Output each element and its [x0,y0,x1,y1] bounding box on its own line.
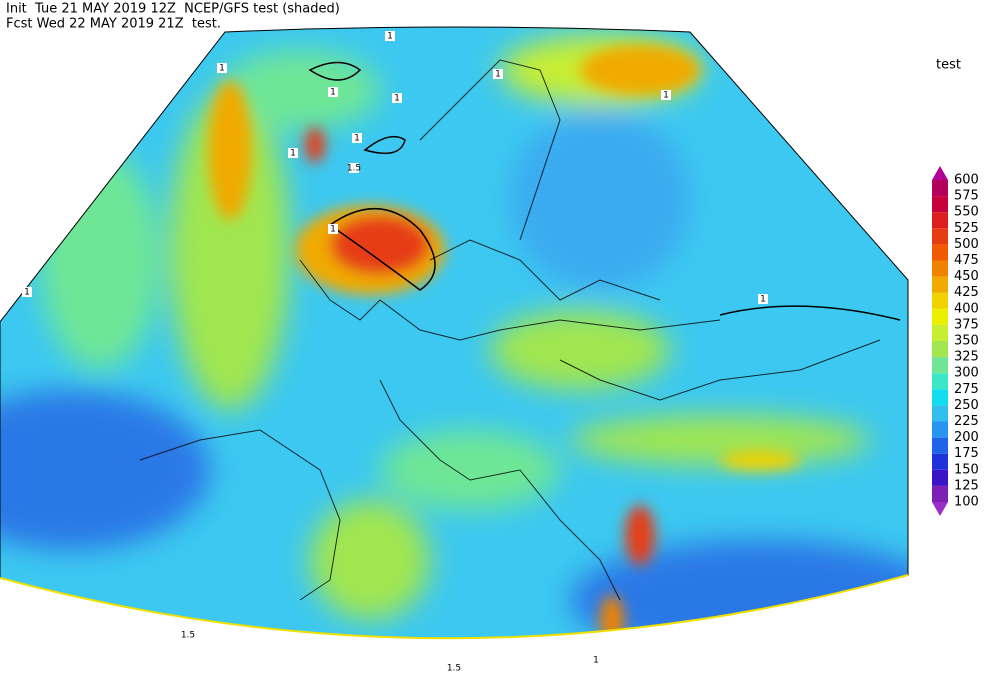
colorbar-label: 500 [954,237,979,252]
header-line-2: Fcst Wed 22 MAY 2019 21Z test. [6,17,221,32]
colorbar-box [932,341,948,358]
contour-label-bg [392,93,402,103]
colorbar-box [932,324,948,341]
contour-label: 1 [290,149,296,159]
contour-label: 1 [760,295,766,305]
contour-label: 1 [330,88,336,98]
colorbar-label: 425 [954,285,979,300]
contour-label-bg [217,63,227,73]
contour-label-bg [661,90,671,100]
colorbar-label: 450 [954,269,979,284]
contour-label-bg [22,287,32,297]
colorbar-box [932,453,948,470]
colorbar-label: 250 [954,398,979,413]
colorbar-label: 400 [954,301,979,316]
contour-label-bg [385,31,395,41]
contour-label-bg [449,663,459,673]
contour-label: 1 [354,134,360,144]
colorbar-box [932,244,948,261]
contour-label: 1.5 [347,164,361,174]
legend-title: test [936,58,961,73]
colorbar-box [932,292,948,309]
colorbar-label: 350 [954,334,979,349]
contour-label: 1 [24,288,30,298]
contour-labels: 1 1 1 1 1 1 1 1 1.5 1 1 1 1.5 1.5 1 [22,31,768,674]
colorbar-label: 600 [954,173,979,188]
colorbar-label: 175 [954,446,979,461]
colorbar-box [932,469,948,486]
colorbar-label: 125 [954,478,979,493]
colorbar-label: 525 [954,221,979,236]
contour-label: 1 [394,94,400,104]
contour-label-bg [352,133,362,143]
colorbar-box [932,357,948,374]
colorbar-label: 150 [954,462,979,477]
colorbar-box [932,437,948,454]
contour-label-bg [349,163,359,173]
colorbar-box [932,308,948,325]
colorbar: 1001251501752002252502753003253503754004… [932,166,979,516]
colorbar-label: 275 [954,382,979,397]
contour-label: 1 [330,225,336,235]
colorbar-label: 475 [954,253,979,268]
contour-label-bg [288,148,298,158]
contour-label: 1.5 [447,664,461,674]
contour-label: 1.5 [181,631,195,641]
colorbar-box [932,180,948,197]
contour-label-bg [493,69,503,79]
contour-label: 1 [495,70,501,80]
colorbar-label: 100 [954,495,979,510]
contour-label-bg [328,224,338,234]
colorbar-box [932,276,948,293]
colorbar-box [932,421,948,438]
colorbar-triangle [932,502,948,516]
contour-label: 1 [593,656,599,666]
contour-label: 1 [219,64,225,74]
colorbar-label: 300 [954,366,979,381]
colorbar-label: 375 [954,317,979,332]
colorbar-box [932,196,948,213]
colorbar-box [932,228,948,245]
colorbar-box [932,260,948,277]
colorbar-triangle [932,166,948,180]
contour-label-bg [591,655,601,665]
colorbar-box [932,389,948,406]
contour-label: 1 [387,32,393,42]
colorbar-box [932,212,948,229]
contour-label-bg [328,87,338,97]
header-line-1: Init Tue 21 MAY 2019 12Z NCEP/GFS test (… [6,2,340,17]
colorbar-box [932,405,948,422]
colorbar-label: 200 [954,430,979,445]
contour-label: 1 [663,91,669,101]
colorbar-label: 575 [954,189,979,204]
colorbar-label: 225 [954,414,979,429]
colorbar-label: 325 [954,350,979,365]
colorbar-box [932,485,948,502]
contour-label-bg [758,294,768,304]
contour-label-bg [183,630,193,640]
colorbar-label: 550 [954,205,979,220]
colorbar-box [932,373,948,390]
